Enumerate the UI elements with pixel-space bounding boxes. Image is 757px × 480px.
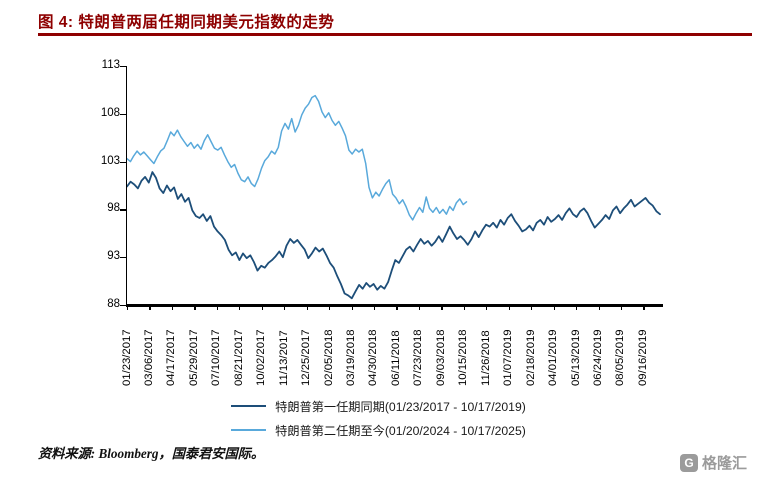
x-tick-label: 01/07/2019 — [502, 329, 515, 386]
x-tick-mark — [598, 306, 600, 310]
x-tick-mark — [531, 306, 533, 310]
y-tick-label: 88 — [107, 298, 120, 310]
x-tick-label: 03/06/2017 — [142, 329, 155, 386]
gelonghui-logo-text: 格隆汇 — [701, 455, 747, 472]
y-tick-label: 103 — [100, 154, 120, 167]
chart-legend: 特朗普第一任期同期(01/23/2017 - 10/17/2019) 特朗普第二任… — [0, 397, 757, 439]
y-tick-label: 113 — [101, 59, 120, 71]
chart-plot — [126, 94, 661, 300]
x-tick-label: 03/19/2018 — [345, 329, 358, 386]
x-tick-label: 04/01/2019 — [547, 329, 560, 386]
x-tick-mark — [284, 306, 286, 310]
x-tick-mark — [620, 306, 623, 310]
legend-label: 特朗普第二任期至今(01/20/2024 - 10/17/2025) — [275, 424, 526, 438]
x-tick-mark — [576, 306, 578, 310]
x-tick-mark — [553, 306, 555, 310]
y-tick-mark — [120, 66, 127, 68]
y-tick-mark — [120, 257, 127, 259]
x-tick-mark — [239, 306, 241, 310]
x-tick-label: 08/21/2017 — [232, 329, 245, 386]
series-line-2 — [126, 94, 468, 221]
y-tick-mark — [120, 305, 127, 307]
x-tick-mark — [418, 306, 421, 310]
y-axis-line — [126, 66, 128, 307]
series-line-1 — [126, 171, 661, 300]
x-tick-label: 12/25/2017 — [300, 329, 313, 386]
x-tick-mark — [261, 306, 263, 310]
x-tick-mark — [127, 306, 129, 310]
x-tick-mark — [643, 306, 645, 310]
x-tick-label: 04/30/2018 — [367, 329, 380, 386]
gelonghui-logo-icon: G — [679, 453, 698, 472]
y-tick-mark — [120, 161, 127, 163]
x-tick-mark — [149, 306, 151, 310]
x-tick-label: 06/11/2018 — [389, 330, 402, 386]
x-tick-mark — [486, 306, 488, 310]
x-tick-label: 11/26/2018 — [479, 330, 492, 386]
x-tick-label: 11/13/2017 — [277, 330, 290, 386]
x-tick-label: 10/15/2018 — [457, 329, 470, 386]
legend-line-swatch — [231, 429, 267, 431]
legend-item-1: 特朗普第一任期同期(01/23/2017 - 10/17/2019) — [231, 397, 526, 415]
x-tick-label: 10/02/2017 — [255, 329, 268, 386]
x-axis-line — [127, 304, 663, 307]
x-tick-mark — [171, 306, 174, 310]
y-tick-mark — [120, 209, 127, 211]
y-tick-label: 93 — [107, 250, 120, 263]
x-tick-mark — [441, 306, 443, 310]
x-tick-mark — [351, 306, 353, 310]
title-divider — [38, 33, 752, 36]
x-tick-label: 06/24/2019 — [592, 329, 605, 386]
legend-label: 特朗普第一任期同期(01/23/2017 - 10/17/2019) — [275, 400, 526, 414]
x-tick-mark — [508, 306, 510, 310]
y-tick-label: 98 — [107, 202, 120, 215]
source-note: 资料来源: Bloomberg，国泰君安国际。 — [38, 446, 265, 461]
x-tick-mark — [396, 306, 398, 310]
x-tick-mark — [373, 306, 376, 310]
x-tick-label: 01/23/2017 — [120, 329, 133, 386]
y-tick-label: 108 — [100, 106, 120, 119]
x-tick-label: 09/16/2019 — [636, 329, 649, 386]
x-tick-mark — [306, 306, 308, 310]
x-tick-mark — [463, 306, 465, 310]
x-tick-label: 05/13/2019 — [569, 329, 582, 386]
x-tick-label: 07/23/2018 — [412, 329, 425, 386]
x-tick-mark — [329, 306, 331, 310]
x-tick-mark — [216, 306, 218, 310]
x-tick-mark — [194, 306, 196, 310]
figure-title: 图 4: 特朗普两届任期同期美元指数的走势 — [38, 14, 335, 31]
x-tick-label: 04/17/2017 — [165, 329, 178, 386]
gelonghui-logo: G 格隆汇 — [679, 452, 747, 473]
x-tick-label: 09/03/2018 — [434, 329, 447, 386]
x-tick-label: 02/18/2019 — [524, 329, 537, 386]
x-tick-label: 02/05/2018 — [322, 329, 335, 386]
y-tick-mark — [120, 113, 127, 115]
x-tick-label: 07/10/2017 — [210, 329, 223, 386]
legend-item-2: 特朗普第二任期至今(01/20/2024 - 10/17/2025) — [231, 421, 526, 439]
x-tick-label: 08/05/2019 — [614, 329, 627, 386]
legend-line-swatch — [231, 404, 267, 408]
x-tick-label: 05/29/2017 — [187, 329, 200, 386]
